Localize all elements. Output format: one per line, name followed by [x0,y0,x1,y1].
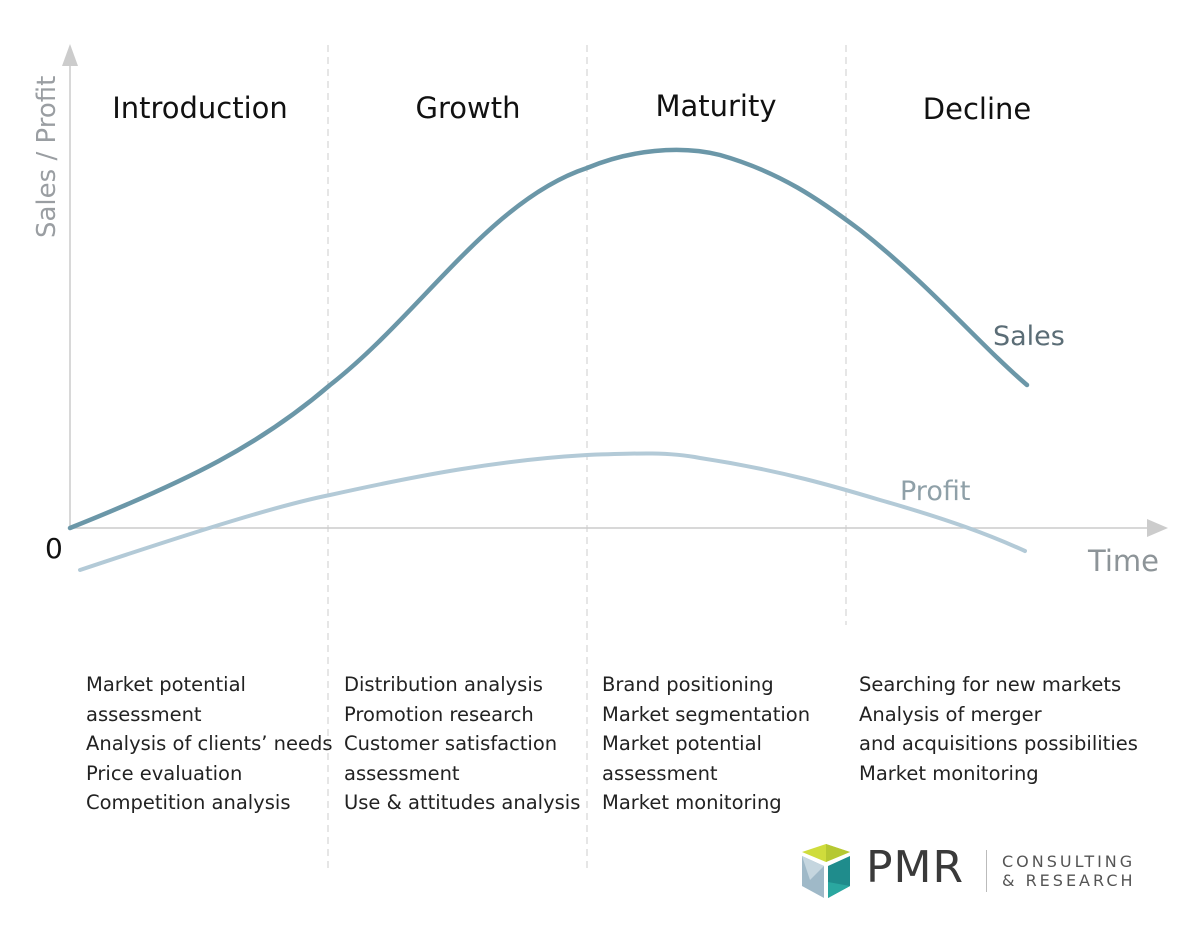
activities-growth: Distribution analysis Promotion research… [344,670,594,818]
activity-line: Searching for new markets [859,673,1122,696]
y-axis-label: Sales / Profit [32,76,62,238]
logo-subtitle-line1: CONSULTING [1002,852,1136,871]
x-axis-label: Time [1087,544,1159,578]
logo-divider [986,850,987,892]
activity-line: Analysis of clients’ needs [86,732,333,756]
activity-line: assessment [86,702,202,726]
pmr-logo: PMR CONSULTING & RESEARCH [796,840,1156,906]
stage-title-introduction: Introduction [112,91,288,125]
logo-brand: PMR [866,842,965,893]
stage-title-decline: Decline [923,92,1031,126]
activity-line: assessment [602,761,718,785]
activity-line: Use & attitudes analysis [344,791,581,815]
sales-curve [67,147,1030,531]
activity-line: Price evaluation [86,761,243,785]
activity-line: Market monitoring [602,791,782,815]
activity-line: Brand positioning [602,673,774,696]
origin-label: 0 [45,532,63,565]
activity-line: Market potential [86,673,246,696]
sales-curve-label: Sales [993,321,1065,352]
activity-line: Analysis of merger [859,702,1042,726]
logo-subtitle: CONSULTING & RESEARCH [1002,852,1136,890]
activities-introduction: Market potential assessment Analysis of … [86,670,336,818]
x-axis-arrow [1147,519,1168,537]
activity-line: Market potential [602,732,762,756]
activity-line: Market segmentation [602,702,811,726]
activity-line: assessment [344,761,460,785]
activity-line: Market monitoring [859,761,1039,785]
activity-line: Promotion research [344,702,534,726]
activity-line: and acquisitions possibilities [859,732,1138,756]
y-axis-arrow [62,44,78,66]
pmr-logo-icon [802,844,850,898]
stage-title-growth: Growth [416,91,521,125]
profit-curve [78,451,1027,572]
activities-maturity: Brand positioning Market segmentation Ma… [602,670,852,818]
activity-line: Competition analysis [86,791,291,815]
activity-line: Customer satisfaction [344,732,558,756]
activity-line: Distribution analysis [344,673,543,696]
stage-title-maturity: Maturity [655,89,776,123]
activities-decline: Searching for new markets Analysis of me… [859,670,1138,788]
logo-subtitle-line2: & RESEARCH [1002,871,1136,890]
profit-curve-label: Profit [900,476,970,507]
